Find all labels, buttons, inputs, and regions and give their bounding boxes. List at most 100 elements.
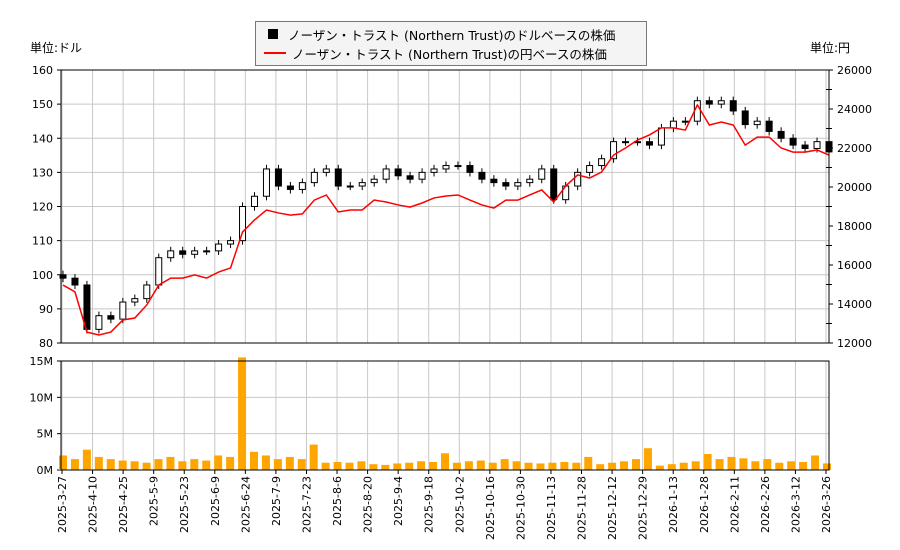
volume-bar xyxy=(643,448,652,470)
volume-bar xyxy=(190,459,199,470)
volume-bar xyxy=(357,461,366,470)
candle-body xyxy=(669,120,677,129)
candle xyxy=(442,161,450,174)
x-tick-label: 2025-5-23 xyxy=(178,476,191,533)
x-tick-label: 2025-10-2 xyxy=(453,476,466,533)
x-tick-label: 2026-2-26 xyxy=(759,476,772,533)
volume-bar xyxy=(596,464,605,470)
volume-bar xyxy=(500,459,509,470)
candle-body xyxy=(119,301,127,320)
candle xyxy=(298,178,306,194)
volume-bar xyxy=(655,465,664,470)
candle xyxy=(502,178,510,191)
volume-bar xyxy=(345,462,354,470)
candle xyxy=(310,168,318,187)
volume-bar xyxy=(285,456,294,470)
volume-bar xyxy=(261,455,270,470)
candle xyxy=(203,246,211,255)
candle xyxy=(681,117,689,126)
candle xyxy=(406,171,414,184)
x-tick-label: 2026-2-11 xyxy=(728,476,741,533)
candle-body xyxy=(478,171,486,180)
volume-tick-label: 10M xyxy=(30,391,54,404)
candle xyxy=(382,164,390,184)
candle-body xyxy=(705,100,713,105)
volume-bar xyxy=(751,461,760,470)
x-tick-label: 2025-8-6 xyxy=(331,476,344,526)
candle-body xyxy=(322,168,330,173)
candle xyxy=(586,161,594,177)
candle xyxy=(550,164,558,204)
volume-bar xyxy=(775,462,784,470)
volume-bar xyxy=(584,456,593,470)
volume-bar xyxy=(560,462,569,470)
candle-body xyxy=(777,130,785,139)
candle xyxy=(430,164,438,177)
candle-body xyxy=(538,168,546,180)
candle-body xyxy=(95,315,103,330)
volume-bar xyxy=(739,458,748,470)
volume-bar xyxy=(309,444,318,470)
legend: ノーザン・トラスト (Northern Trust)のドルベースの株価 ノーザン… xyxy=(255,21,647,66)
candle-body xyxy=(298,182,306,190)
volume-tick-label: 15M xyxy=(30,355,54,368)
candle-body xyxy=(741,110,749,126)
legend-swatch-usd xyxy=(268,29,278,39)
candle-body xyxy=(59,274,67,279)
candle xyxy=(765,117,773,136)
volume-bar xyxy=(405,462,414,470)
x-tick-label: 2025-6-9 xyxy=(209,476,222,526)
candle-body xyxy=(143,284,151,300)
candle xyxy=(346,181,354,191)
candle xyxy=(286,181,294,194)
legend-item-jpy: ノーザン・トラスト (Northern Trust)の円ベースの株価 xyxy=(264,44,607,62)
volume-bar xyxy=(512,461,521,470)
candle-body xyxy=(717,100,725,105)
candle-body xyxy=(131,298,139,303)
volume-bar xyxy=(632,459,640,470)
volume-bar xyxy=(691,461,700,470)
candle-body xyxy=(107,315,115,320)
volume-bar xyxy=(59,455,67,470)
candle-body xyxy=(251,195,258,207)
candle xyxy=(741,106,749,129)
volume-bar xyxy=(524,462,533,470)
volume-bar xyxy=(488,462,497,470)
volume-bar xyxy=(273,459,282,470)
candle xyxy=(610,137,618,163)
volume-tick-label: 0M xyxy=(37,464,54,477)
candle xyxy=(227,236,235,249)
candle xyxy=(454,161,462,170)
candle xyxy=(777,127,785,143)
volume-bar xyxy=(321,462,330,470)
x-tick-label: 2026-1-28 xyxy=(698,476,711,533)
candle-body xyxy=(765,120,773,132)
candle-body xyxy=(215,243,223,252)
candle xyxy=(179,246,187,259)
candle-body xyxy=(550,168,558,201)
candle xyxy=(514,178,522,191)
volume-bar xyxy=(476,460,485,470)
x-tick-label: 2025-7-23 xyxy=(300,476,313,533)
candle xyxy=(131,294,139,307)
candle-body xyxy=(167,250,175,259)
candle xyxy=(801,140,809,153)
volume-bar xyxy=(572,462,581,470)
volume-bar xyxy=(381,464,390,470)
volume-bar xyxy=(297,459,306,470)
x-tick-label: 2025-7-9 xyxy=(270,476,283,526)
candle xyxy=(526,175,534,187)
volume-bar xyxy=(464,461,473,470)
candle xyxy=(71,274,79,290)
x-tick-label: 2025-10-30 xyxy=(514,476,527,540)
legend-label-usd: ノーザン・トラスト (Northern Trust)のドルベースの株価 xyxy=(288,27,616,43)
candle xyxy=(490,175,498,187)
volume-bar xyxy=(452,462,461,470)
volume-bar xyxy=(393,463,402,470)
y-right-tick-label: 22000 xyxy=(837,142,872,155)
volume-bar xyxy=(154,459,163,470)
candle-body xyxy=(681,120,689,123)
candle-body xyxy=(526,178,534,184)
jpy-price-line xyxy=(62,103,830,336)
